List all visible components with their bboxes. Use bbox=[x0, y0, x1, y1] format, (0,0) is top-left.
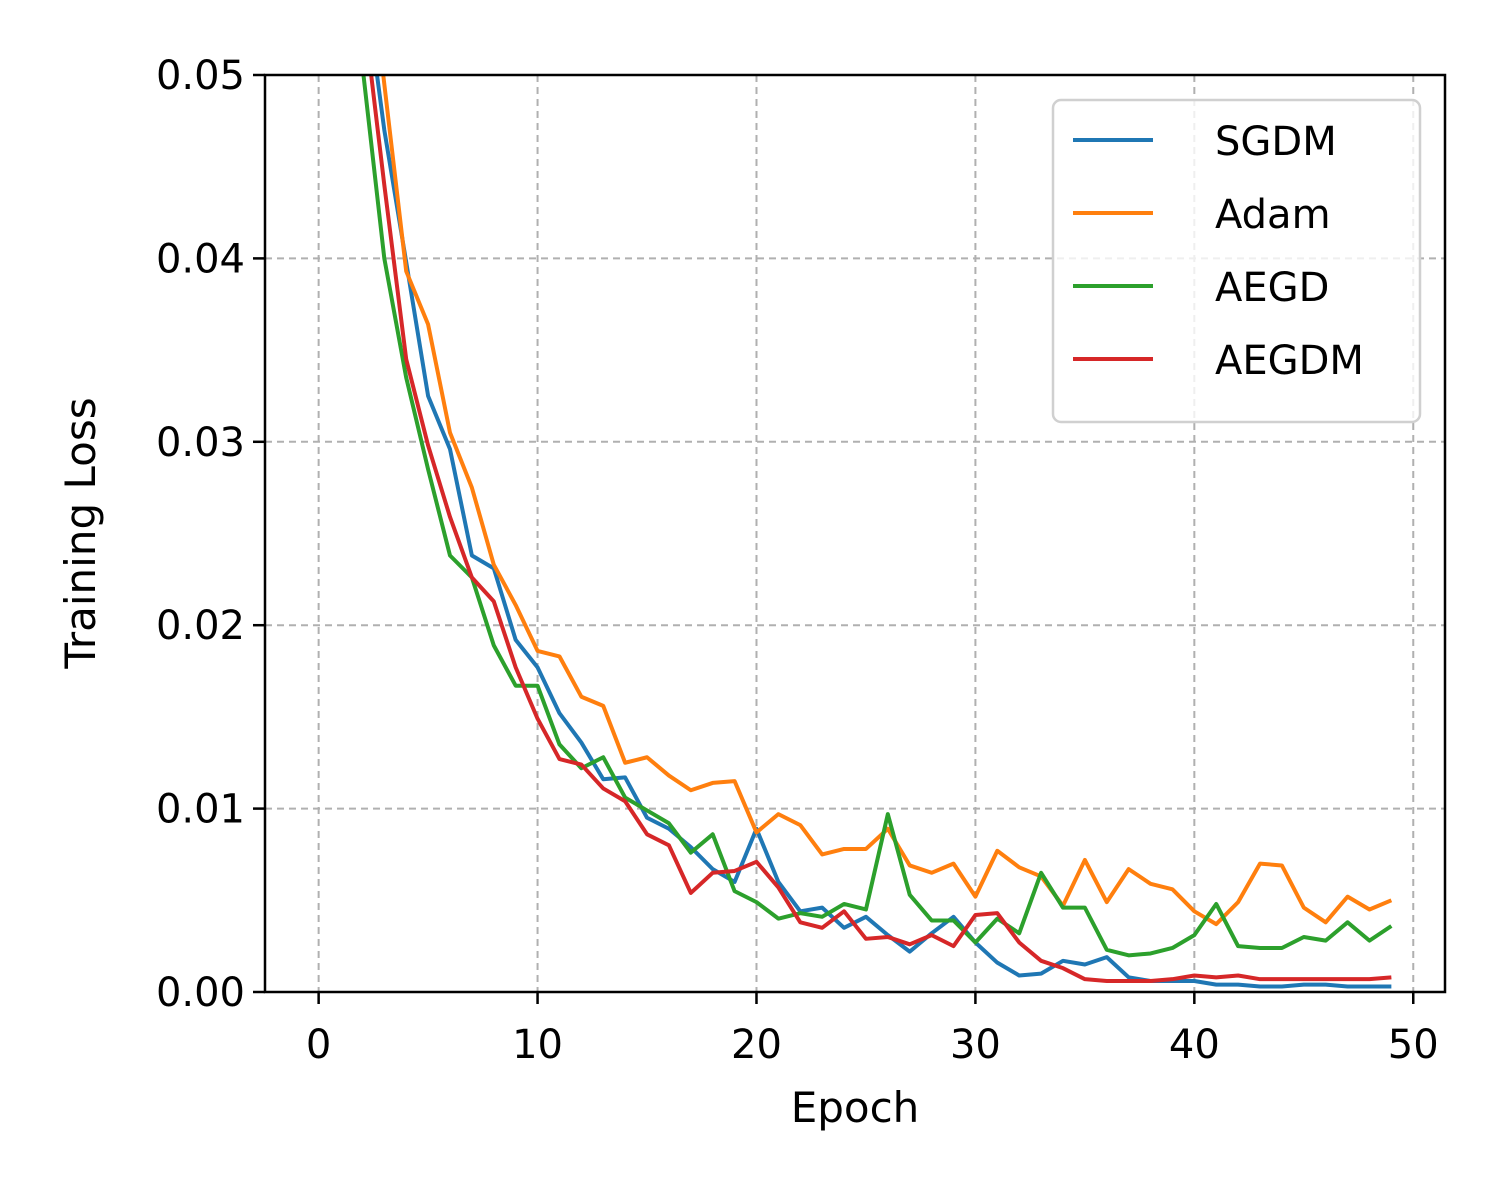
series-line bbox=[369, 75, 1392, 983]
y-tick-label: 0.01 bbox=[156, 787, 245, 833]
legend-box bbox=[1051, 98, 1422, 424]
x-tick-label: 30 bbox=[950, 1022, 1001, 1068]
legend-label: AEGDM bbox=[1215, 338, 1364, 384]
x-tick-label: 20 bbox=[731, 1022, 782, 1068]
y-tick-label: 0.05 bbox=[156, 53, 245, 99]
y-axis-label: Training Loss bbox=[56, 397, 105, 669]
legend-label: Adam bbox=[1215, 192, 1331, 238]
ticks: 0 10 20 30 40 50 0.00 0.01 0.02 0.03 0.04 0.05 bbox=[156, 53, 1439, 1068]
plot-frame bbox=[263, 73, 1447, 994]
x-tick-label: 0 bbox=[306, 1022, 331, 1068]
legend: SGDM Adam AEGD AEGDM bbox=[1051, 98, 1422, 424]
x-tick-label: 50 bbox=[1388, 1022, 1439, 1068]
legend-label: AEGD bbox=[1215, 265, 1329, 311]
series-line bbox=[381, 75, 1393, 927]
x-tick-label: 40 bbox=[1169, 1022, 1220, 1068]
plot-lines bbox=[361, 75, 1393, 989]
y-tick-label: 0.03 bbox=[156, 420, 245, 466]
x-tick-label: 10 bbox=[512, 1022, 563, 1068]
y-tick-label: 0.04 bbox=[156, 236, 245, 282]
y-tick-label: 0.02 bbox=[156, 603, 245, 649]
x-axis-label: Epoch bbox=[791, 1083, 920, 1132]
series-line bbox=[361, 75, 1393, 958]
legend-label: SGDM bbox=[1215, 119, 1337, 165]
y-tick-label: 0.00 bbox=[156, 970, 245, 1016]
